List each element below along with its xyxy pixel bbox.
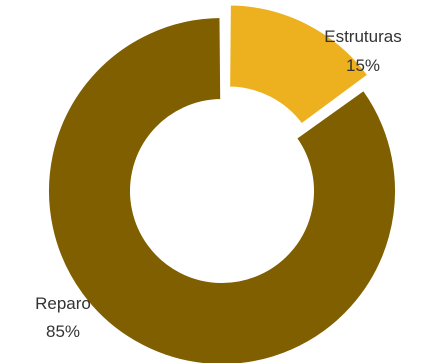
donut-slice-reparo — [47, 15, 397, 363]
slice-value-reparo: 85% — [46, 322, 80, 341]
slice-label-reparo: Reparo — [35, 294, 91, 313]
donut-slice-estruturas — [228, 3, 370, 126]
slice-label-estruturas: Estruturas — [324, 27, 401, 46]
slice-value-estruturas: 15% — [346, 56, 380, 75]
